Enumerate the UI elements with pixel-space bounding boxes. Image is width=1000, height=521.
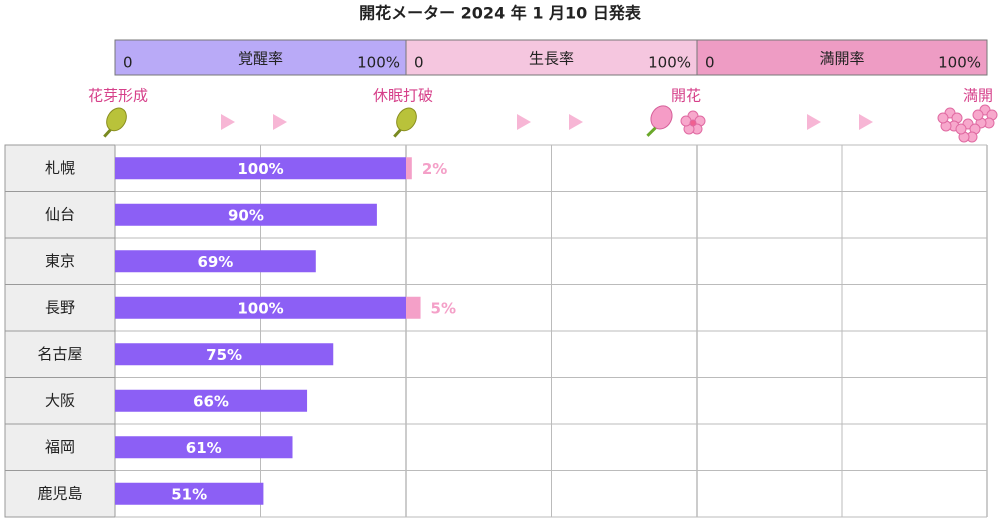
milestone-label: 休眠打破 [373, 87, 433, 105]
phase-name: 生長率 [529, 50, 574, 68]
milestone-label: 花芽形成 [88, 87, 148, 105]
category-label: 福岡 [45, 438, 75, 456]
bar [115, 482, 264, 505]
value-label: 100% [237, 160, 283, 178]
bar [115, 343, 334, 366]
category-label: 大阪 [45, 391, 75, 409]
row-label-cell [4, 237, 116, 285]
bar [115, 296, 406, 319]
row-label-cell [4, 423, 116, 471]
value-label: 90% [228, 206, 264, 224]
category-label: 鹿児島 [37, 484, 82, 502]
value-label: 2% [422, 160, 447, 178]
bar [115, 203, 377, 226]
milestone-label: 開花 [671, 87, 701, 105]
value-label: 66% [193, 392, 229, 410]
category-label: 札幌 [45, 159, 75, 177]
row-label-cell [4, 470, 116, 518]
value-label: 100% [237, 299, 283, 317]
category-label: 名古屋 [37, 345, 82, 363]
bar [115, 436, 293, 459]
category-label: 東京 [45, 252, 75, 270]
value-label: 5% [431, 299, 456, 317]
row-label-cell [4, 284, 116, 332]
x-tick-label: 100% [648, 54, 691, 72]
x-tick-label: 0 [414, 54, 424, 72]
phase-header [405, 39, 698, 76]
row-label-cell [4, 191, 116, 239]
phase-header [114, 39, 407, 76]
bar [406, 296, 421, 319]
category-label: 長野 [45, 298, 75, 316]
phase-header [696, 39, 988, 76]
chart-title: 開花メーター 2024 年 1 月10 日発表 [359, 4, 642, 23]
value-label: 51% [171, 485, 207, 503]
row-label-cell [4, 377, 116, 425]
phase-name: 覚醒率 [238, 50, 283, 68]
value-label: 75% [206, 346, 242, 364]
value-label: 69% [197, 253, 233, 271]
x-tick-label: 0 [123, 54, 133, 72]
x-tick-label: 100% [357, 54, 400, 72]
x-tick-label: 100% [938, 54, 981, 72]
phase-name: 満開率 [819, 50, 864, 68]
bar [115, 389, 308, 412]
bar [115, 250, 316, 273]
bar [406, 157, 412, 180]
category-label: 仙台 [45, 205, 75, 223]
value-label: 61% [186, 439, 222, 457]
bar [115, 157, 406, 180]
x-tick-label: 0 [705, 54, 715, 72]
milestone-label: 満開 [963, 87, 993, 105]
icons [103, 104, 998, 143]
